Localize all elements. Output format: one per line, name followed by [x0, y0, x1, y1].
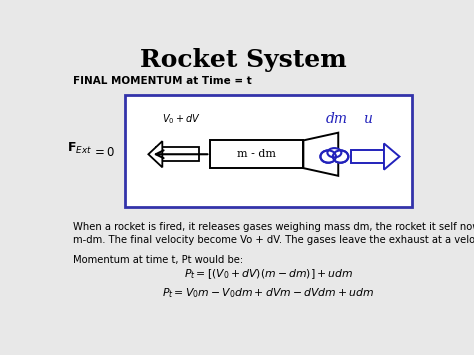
- Polygon shape: [384, 143, 400, 170]
- Ellipse shape: [328, 148, 341, 157]
- Polygon shape: [156, 147, 199, 161]
- Text: $P_t = [(V_0 + dV)(m - dm)] + udm$: $P_t = [(V_0 + dV)(m - dm)] + udm$: [184, 267, 353, 280]
- Ellipse shape: [333, 151, 348, 163]
- Bar: [125, 95, 412, 207]
- Text: u: u: [363, 112, 372, 126]
- Text: $V_0 + dV$: $V_0 + dV$: [163, 112, 201, 126]
- Text: $= 0$: $= 0$: [92, 146, 115, 159]
- Text: m - dm: m - dm: [237, 149, 276, 159]
- Text: FINAL MOMENTUM at Time = t: FINAL MOMENTUM at Time = t: [73, 76, 252, 86]
- Text: m-dm. The final velocity become Vo + dV. The gases leave the exhaust at a veloci: m-dm. The final velocity become Vo + dV.…: [73, 235, 474, 245]
- Polygon shape: [148, 141, 162, 167]
- Text: When a rocket is fired, it releases gases weighing mass dm, the rocket it self n: When a rocket is fired, it releases gase…: [73, 222, 474, 233]
- Bar: [210, 140, 303, 168]
- Text: $P_t = V_0m - V_0dm + dVm - dVdm + udm$: $P_t = V_0m - V_0dm + dVm - dVdm + udm$: [163, 286, 374, 300]
- Ellipse shape: [322, 151, 347, 162]
- Polygon shape: [351, 149, 384, 164]
- Text: Rocket System: Rocket System: [139, 48, 346, 72]
- Text: $\mathbf{F}_{Ext}$: $\mathbf{F}_{Ext}$: [67, 141, 92, 157]
- Ellipse shape: [320, 151, 336, 163]
- Polygon shape: [303, 133, 338, 176]
- Text: Momentum at time t, Pt would be:: Momentum at time t, Pt would be:: [73, 255, 243, 265]
- Text: dm: dm: [326, 112, 348, 126]
